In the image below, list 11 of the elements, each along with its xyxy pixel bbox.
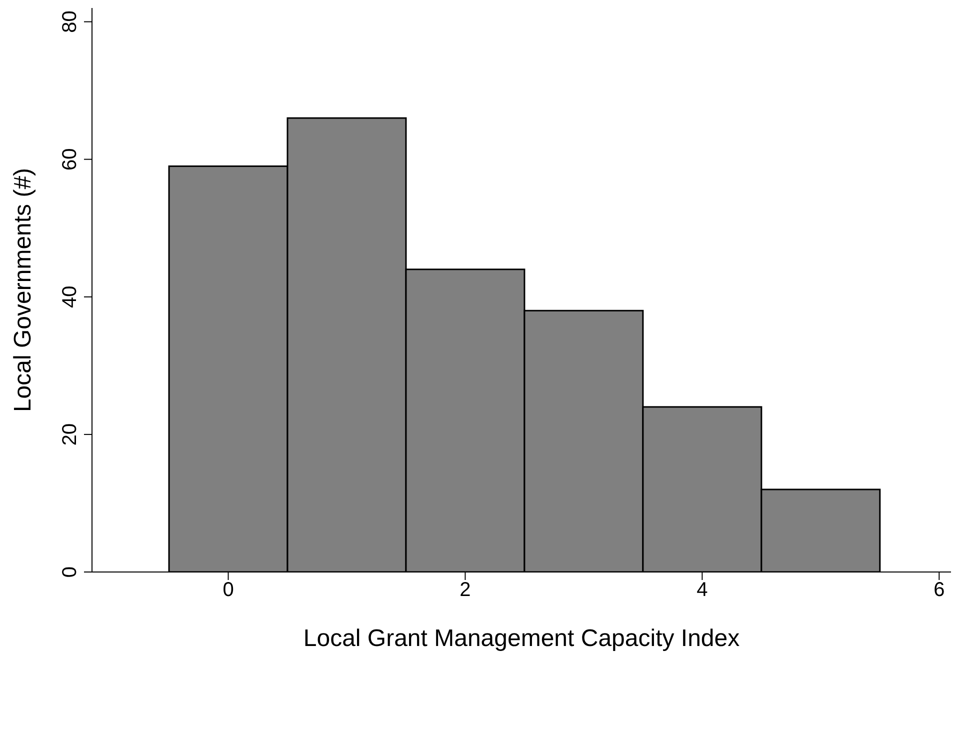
y-tick-label: 80 <box>59 10 81 33</box>
y-tick-label: 20 <box>59 423 81 446</box>
x-tick-label: 0 <box>222 579 234 602</box>
y-tick-label: 40 <box>59 286 81 308</box>
x-tick-label: 4 <box>696 579 708 602</box>
x-tick-label: 6 <box>934 579 945 602</box>
y-tick-label: 0 <box>59 566 81 578</box>
x-tick-label: 2 <box>460 579 471 602</box>
x-axis-title: Local Grant Management Capacity Index <box>303 625 740 652</box>
y-axis-title: Local Governments (#) <box>10 168 37 412</box>
y-tick-label: 60 <box>59 148 81 170</box>
